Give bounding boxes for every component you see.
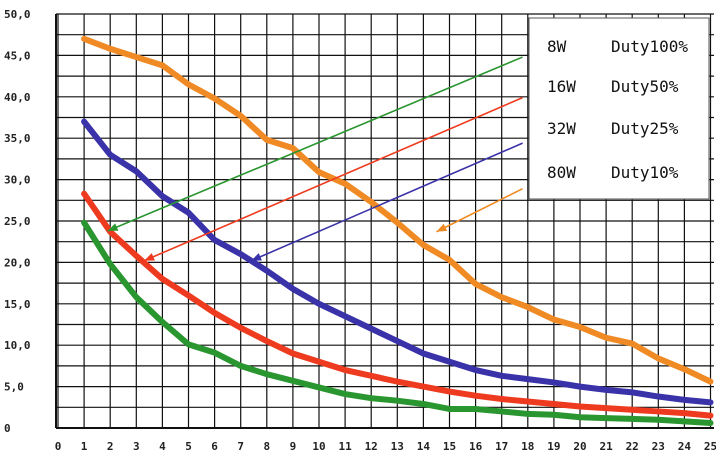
series-line-32w <box>81 118 714 406</box>
y-tick-label: 50,0 <box>4 8 31 21</box>
y-tick-label: 25,0 <box>4 215 31 228</box>
x-tick-label: 0 <box>55 440 62 453</box>
legend-duty-16w: Duty50% <box>611 77 679 96</box>
legend-duty-80w: Duty10% <box>611 163 679 182</box>
x-tick-label: 9 <box>290 440 297 453</box>
y-tick-label: 30,0 <box>4 174 31 187</box>
x-tick-label: 22 <box>626 440 639 453</box>
series-lines <box>81 35 714 427</box>
x-tick-label: 10 <box>312 440 325 453</box>
x-tick-label: 1 <box>81 440 88 453</box>
arrow-head-80w <box>107 223 119 231</box>
x-tick-label: 18 <box>521 440 534 453</box>
x-tick-label: 3 <box>133 440 140 453</box>
x-tick-label: 14 <box>417 440 431 453</box>
series-line-80w <box>81 219 714 427</box>
x-tick-label: 12 <box>365 440 378 453</box>
x-tick-label: 13 <box>391 440 404 453</box>
x-tick-label: 8 <box>263 440 270 453</box>
y-tick-label: 15,0 <box>4 298 31 311</box>
x-tick-label: 15 <box>443 440 456 453</box>
y-tick-label: 10,0 <box>4 339 31 352</box>
x-tick-label: 23 <box>652 440 665 453</box>
arrow-line-32w <box>250 142 523 262</box>
y-axis-ticks: 0 5,0 10,0 15,0 20,0 25,0 30,0 35,0 40,0 45,0 50,0 <box>4 8 31 435</box>
legend: 8W Duty100% 16W Duty50% 32W Duty25% 80W … <box>528 17 710 200</box>
x-tick-label: 25 <box>704 440 716 453</box>
x-tick-label: 7 <box>237 440 244 453</box>
x-tick-label: 2 <box>107 440 114 453</box>
arrow-line-8w <box>436 187 523 233</box>
legend-label-32w: 32W <box>547 119 576 138</box>
y-tick-label: 0 <box>4 422 11 435</box>
arrow-head-16w <box>144 253 155 261</box>
x-tick-label: 19 <box>547 440 560 453</box>
series-line-16w <box>81 190 714 419</box>
x-tick-label: 20 <box>573 440 586 453</box>
legend-box <box>528 17 710 200</box>
y-tick-label: 40,0 <box>4 91 31 104</box>
arrow-line-16w <box>143 96 523 262</box>
legend-label-8w: 8W <box>547 37 567 56</box>
arrow-head-32w <box>251 253 262 261</box>
x-axis-ticks: 0 1 2 3 4 5 6 7 8 9 10 11 12 13 14 15 16 17 18 19 20 21 22 23 24… <box>55 440 716 453</box>
legend-label-80w: 80W <box>547 163 576 182</box>
x-tick-label: 4 <box>159 440 166 453</box>
legend-arrows <box>107 56 523 262</box>
x-tick-label: 24 <box>678 440 692 453</box>
y-tick-label: 45,0 <box>4 49 31 62</box>
legend-label-16w: 16W <box>547 77 576 96</box>
legend-duty-8w: Duty100% <box>611 37 688 56</box>
y-tick-label: 35,0 <box>4 132 31 145</box>
legend-duty-32w: Duty25% <box>611 119 679 138</box>
y-tick-label: 5,0 <box>4 381 24 394</box>
x-tick-label: 16 <box>469 440 483 453</box>
x-tick-label: 21 <box>599 440 613 453</box>
x-tick-label: 17 <box>495 440 508 453</box>
arrow-line-80w <box>107 56 523 232</box>
series-line-8w <box>81 35 714 385</box>
arrow-head-8w <box>436 223 448 232</box>
x-tick-label: 6 <box>211 440 218 453</box>
x-tick-label: 5 <box>185 440 192 453</box>
y-tick-label: 20,0 <box>4 256 31 269</box>
x-tick-label: 11 <box>338 440 352 453</box>
